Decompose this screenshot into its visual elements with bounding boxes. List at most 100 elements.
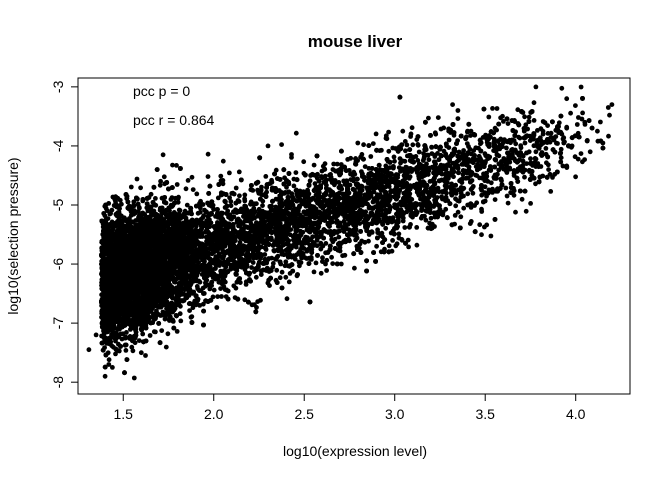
data-point-cloud bbox=[407, 199, 413, 205]
data-point-cloud bbox=[254, 220, 259, 226]
data-point-cloud bbox=[322, 173, 328, 179]
data-point-cloud bbox=[505, 200, 511, 206]
data-point-cloud bbox=[310, 195, 316, 201]
data-point-cloud bbox=[479, 232, 484, 238]
data-point-cloud bbox=[324, 268, 329, 273]
data-point-cloud bbox=[386, 129, 391, 135]
data-point-cloud bbox=[259, 268, 265, 273]
data-point-cloud bbox=[486, 114, 492, 120]
data-point-cloud bbox=[414, 242, 420, 248]
data-point-cloud bbox=[446, 145, 452, 151]
data-point-cloud bbox=[559, 85, 565, 91]
data-point-cloud bbox=[545, 123, 550, 128]
data-point-cloud bbox=[426, 115, 431, 121]
data-point-cloud bbox=[470, 190, 476, 196]
data-point-cloud bbox=[451, 174, 456, 180]
data-point-cloud bbox=[522, 114, 527, 120]
data-point-cloud bbox=[576, 115, 581, 120]
data-point-cloud bbox=[409, 125, 415, 131]
data-point-cloud bbox=[492, 125, 498, 131]
data-point-cloud bbox=[189, 174, 195, 180]
data-point-cloud bbox=[548, 130, 554, 136]
data-point-cloud bbox=[414, 225, 420, 230]
data-point-cloud bbox=[408, 134, 413, 139]
data-point-cloud bbox=[416, 149, 422, 155]
data-point-cloud bbox=[301, 159, 307, 165]
data-point-cloud bbox=[345, 157, 351, 162]
data-point-cloud bbox=[293, 130, 299, 136]
data-point-cloud bbox=[277, 275, 283, 281]
data-point-cloud bbox=[307, 178, 313, 184]
data-point-cloud bbox=[107, 211, 113, 217]
data-point-cloud bbox=[289, 155, 294, 160]
data-point-cloud bbox=[331, 161, 337, 167]
data-point-cloud bbox=[220, 158, 226, 164]
data-point-cloud bbox=[606, 133, 611, 139]
data-point-cloud bbox=[279, 269, 285, 275]
data-point-cloud bbox=[461, 148, 466, 153]
data-point-cloud bbox=[293, 170, 299, 176]
data-point-cloud bbox=[219, 294, 224, 299]
data-point-cloud bbox=[162, 316, 168, 322]
data-point-cloud bbox=[130, 348, 136, 354]
data-point-cloud bbox=[540, 119, 546, 124]
data-point-cloud bbox=[332, 236, 338, 242]
data-point-cloud bbox=[459, 162, 465, 167]
data-point-cloud bbox=[323, 261, 328, 267]
data-point-cloud bbox=[435, 115, 441, 120]
data-point-cloud bbox=[406, 191, 412, 197]
data-point-cloud bbox=[607, 112, 612, 118]
data-point-cloud bbox=[441, 148, 447, 154]
data-point-cloud bbox=[201, 213, 207, 219]
data-point-cloud bbox=[420, 158, 426, 163]
data-point-cloud bbox=[284, 296, 290, 302]
data-point-cloud bbox=[255, 299, 261, 304]
data-point-cloud bbox=[297, 263, 302, 269]
data-point-cloud bbox=[441, 188, 447, 194]
data-point-cloud bbox=[352, 265, 357, 271]
data-point-cloud bbox=[441, 125, 447, 131]
data-point-cloud bbox=[426, 157, 432, 163]
data-point-cloud bbox=[504, 193, 510, 199]
data-point-cloud bbox=[218, 173, 224, 179]
data-point-cloud bbox=[455, 116, 461, 121]
data-point-cloud bbox=[138, 185, 144, 191]
data-point-cloud bbox=[187, 301, 193, 306]
data-point-cloud bbox=[174, 182, 180, 187]
data-point-cloud bbox=[580, 110, 585, 116]
data-point-cloud bbox=[304, 247, 310, 253]
data-point-cloud bbox=[458, 214, 464, 220]
data-point-cloud bbox=[313, 260, 319, 266]
data-point-cloud bbox=[290, 194, 295, 200]
data-point-cloud bbox=[466, 144, 471, 149]
data-point-cloud bbox=[519, 196, 525, 202]
data-point-cloud bbox=[214, 305, 220, 310]
data-point-cloud bbox=[228, 199, 234, 204]
data-point-cloud bbox=[415, 142, 421, 147]
data-point-cloud bbox=[517, 135, 523, 141]
data-point-cloud bbox=[228, 203, 234, 209]
data-point-cloud bbox=[488, 233, 494, 239]
data-point-cloud bbox=[330, 261, 336, 266]
data-point-cloud bbox=[187, 308, 193, 313]
data-point-cloud bbox=[137, 205, 142, 211]
data-point-cloud bbox=[390, 238, 395, 243]
data-point-cloud bbox=[460, 172, 466, 177]
data-point-cloud bbox=[205, 174, 211, 180]
data-point-cloud bbox=[211, 287, 217, 293]
data-point-cloud bbox=[126, 206, 132, 212]
data-point-cloud bbox=[533, 181, 538, 187]
data-point-cloud bbox=[403, 148, 408, 154]
data-point-cloud bbox=[215, 195, 221, 201]
data-point-cloud bbox=[236, 169, 242, 175]
data-point-cloud bbox=[136, 338, 142, 343]
data-point-cloud bbox=[153, 329, 158, 335]
data-point-cloud bbox=[287, 232, 293, 238]
data-point-cloud bbox=[218, 286, 224, 291]
data-point-cloud bbox=[574, 122, 580, 127]
data-point-cloud bbox=[446, 137, 452, 143]
data-point-cloud bbox=[394, 241, 400, 247]
data-point-cloud bbox=[286, 279, 292, 285]
data-point-cloud bbox=[342, 252, 348, 258]
